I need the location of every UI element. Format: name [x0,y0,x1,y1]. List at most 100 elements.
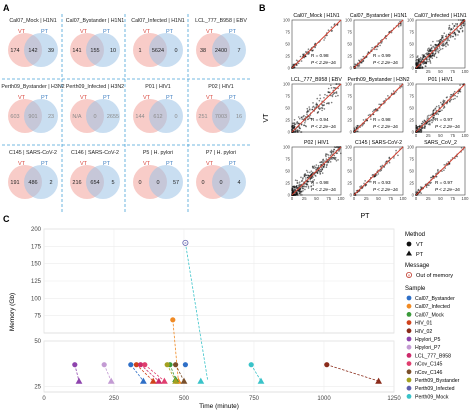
scatter-p-value: P < 2.2e−16 [311,187,336,192]
scatter-point [330,87,333,89]
scatter-point [395,149,397,152]
scatter-y-tick-label: 75 [409,157,414,162]
legend-sample-marker [406,377,412,383]
memory-connector-line [326,364,379,382]
scatter-point [434,107,437,109]
scatter-point [416,61,418,64]
scatter-y-tick-label: 25 [285,118,290,123]
scatter-x-tick-label: 0 [415,133,418,138]
scatter-point [323,96,325,99]
scatter-x-tick-label: 50 [314,196,319,201]
scatter-point [336,146,339,148]
scatter-point [438,41,441,44]
scatter-point [305,51,307,54]
scatter-point [429,55,432,58]
scatter-x-tick-label: 100 [462,196,470,201]
scatter-point [313,165,316,167]
venn-set-a-label: VT [18,29,26,35]
memory-point-pt [149,377,157,384]
scatter-point [421,58,424,61]
venn-count-only-b: 0 [174,48,177,54]
scatter-point [306,183,309,186]
scatter-y-tick-label: 100 [283,82,291,87]
venn-circle-b [86,99,120,133]
scatter-point [385,37,387,40]
scatter-point [454,157,456,160]
memory-y-axis-label: Memory (Gb) [9,293,16,331]
scatter-r-value: R = 0.94 [311,117,329,122]
scatter-point [442,42,444,45]
scatter-point [358,65,361,67]
memory-x-axis-label: Time (minute) [199,403,239,410]
scatter-point [327,154,330,156]
venn-count-only-a: 0 [201,180,204,186]
scatter-y-tick-label: 50 [285,42,290,47]
scatter-point [330,153,333,155]
scatter-point [371,46,373,49]
scatter-point [299,192,302,194]
scatter-point [295,59,298,62]
scatter-y-tick-label: 0 [412,66,415,71]
scatter-point [417,55,419,57]
scatter-point [446,41,448,44]
scatter-y-tick-label: 50 [347,169,352,174]
memory-sample-series [138,362,163,384]
memory-y-tick-label: 150 [31,262,42,268]
scatter-point [311,166,314,168]
scatter-point [443,169,445,172]
scatter-point [300,116,303,119]
scatter-point [379,44,381,47]
scatter-point [310,185,313,188]
scatter-point [323,160,325,162]
scatter-point [320,107,323,109]
scatter-point [298,190,301,193]
venn-set-a-label: VT [206,95,214,101]
scatter-point [371,174,374,176]
scatter-point [417,125,419,128]
venn-count-only-a: 174 [10,48,19,54]
scatter-point [437,43,439,46]
scatter-point [424,125,427,128]
scatter-point [429,182,432,185]
scatter-point [311,180,314,182]
scatter-point [442,34,444,37]
scatter-point [336,152,339,154]
scatter-fit-line [291,83,342,133]
scatter-point [426,115,429,117]
memory-point-pt [75,377,83,384]
scatter-y-tick-label: 25 [347,181,352,186]
scatter-point [307,185,310,188]
memory-point-vt [72,362,78,368]
scatter-point [333,154,336,157]
scatter-y-tick-label: 100 [407,82,415,87]
panel-label-b: B [259,3,266,13]
memory-x-tick-label: 1250 [387,396,401,402]
scatter-x-tick-label: 50 [438,196,443,201]
legend-sample-marker [406,344,412,350]
venn-count-only-b: 0 [174,114,177,120]
venn-diagram: P01 | HIV1 VT PT 144 612 0 [133,84,183,133]
scatter-point [313,167,316,169]
memory-point-pt [140,377,147,384]
scatter-facet-title: Cal07_Mock | H1N1 [293,13,339,19]
venn-diagram: P7 | H. pylori VT PT 0 0 4 [196,150,246,199]
scatter-point [327,160,330,162]
scatter-point [299,55,302,58]
scatter-point [429,119,431,122]
scatter-y-tick-label: 0 [288,130,291,135]
venn-count-only-b: 39 [48,48,54,54]
scatter-point [400,85,403,88]
venn-circle-b [212,99,246,133]
legend-sample-label: Perth09_Bystander [415,378,460,384]
scatter-point [459,19,462,21]
memory-point-pt [107,377,115,384]
scatter-point [300,190,302,192]
scatter-point [315,102,318,105]
memory-y-tick-label: 125 [31,279,42,285]
scatter-r-value: R = 0.98 [311,180,329,185]
venn-count-only-a: 0 [138,180,141,186]
scatter-x-tick-label: 0 [415,69,418,74]
scatter-point [434,43,437,46]
scatter-point [333,24,335,26]
scatter-point [302,187,305,190]
